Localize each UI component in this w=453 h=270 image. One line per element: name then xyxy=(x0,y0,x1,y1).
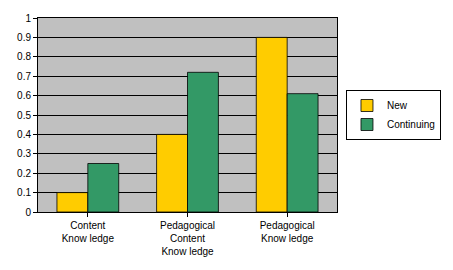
svg-text:0.7: 0.7 xyxy=(17,71,31,82)
svg-text:New: New xyxy=(387,100,408,111)
svg-text:0.4: 0.4 xyxy=(17,129,31,140)
svg-text:Continuing: Continuing xyxy=(387,119,435,130)
svg-text:PedagogicalContentKnow ledge: PedagogicalContentKnow ledge xyxy=(160,220,215,257)
svg-text:0.2: 0.2 xyxy=(17,168,31,179)
svg-text:ContentKnow ledge: ContentKnow ledge xyxy=(62,220,115,244)
svg-text:0.9: 0.9 xyxy=(17,32,31,43)
svg-text:0.6: 0.6 xyxy=(17,90,31,101)
svg-text:0.1: 0.1 xyxy=(17,187,31,198)
svg-text:0.3: 0.3 xyxy=(17,148,31,159)
svg-text:0.5: 0.5 xyxy=(17,110,31,121)
svg-text:1: 1 xyxy=(25,13,31,24)
svg-text:0: 0 xyxy=(25,207,31,218)
svg-text:PedagogicalKnow ledge: PedagogicalKnow ledge xyxy=(260,220,315,244)
svg-text:0.8: 0.8 xyxy=(17,51,31,62)
